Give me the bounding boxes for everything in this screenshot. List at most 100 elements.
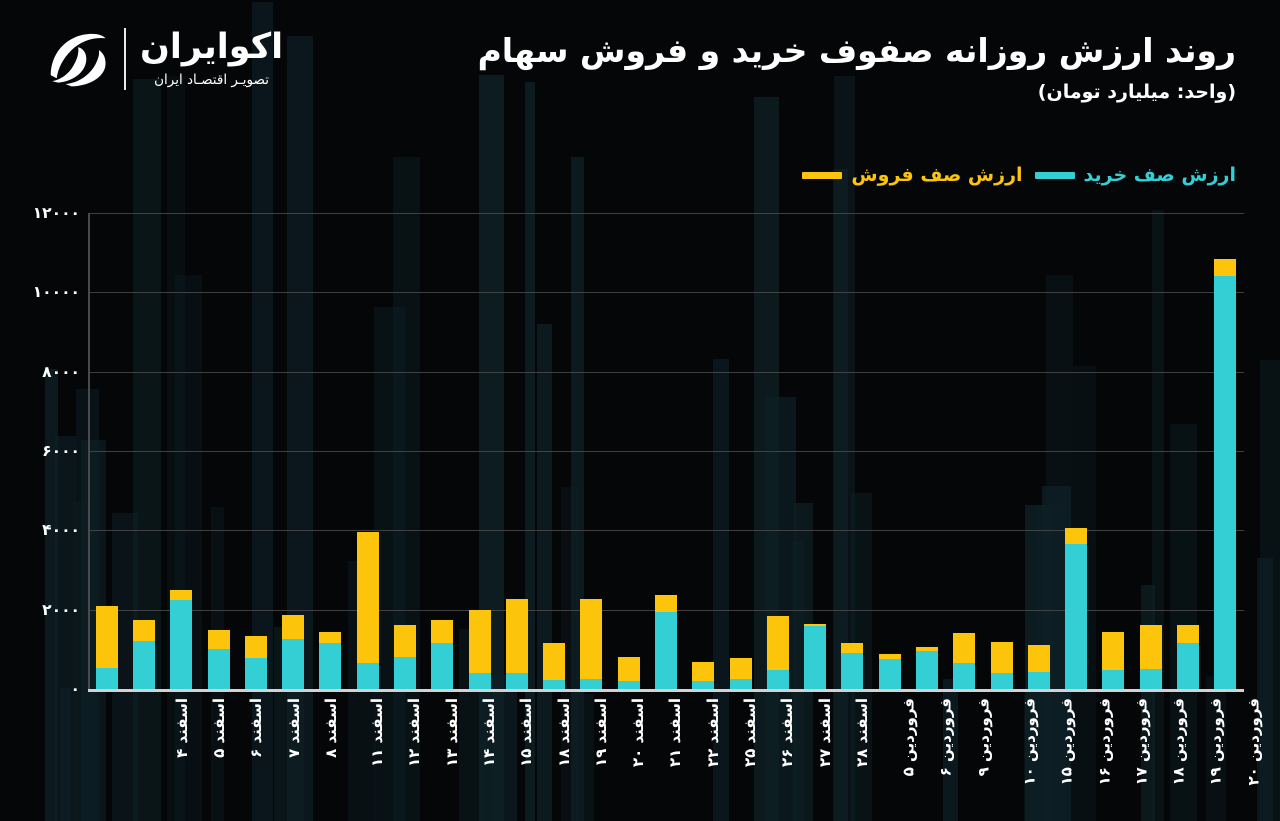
bar-column[interactable]	[1065, 213, 1088, 689]
bar-column[interactable]	[953, 213, 976, 689]
bar-column[interactable]	[393, 213, 416, 689]
legend-swatch-buy	[1034, 171, 1075, 179]
bar-column[interactable]	[356, 213, 379, 689]
x-axis-tick-label: اسفند ۶	[247, 698, 266, 758]
bar-column[interactable]	[617, 213, 640, 689]
bar-segment-buy	[319, 642, 342, 689]
bar-segment-buy	[617, 681, 640, 689]
y-axis-tick-label: ۴۰۰۰	[42, 521, 80, 540]
x-axis-tick-label: اسفند ۱۵	[517, 698, 536, 768]
header: اکوایران تصویـر اقتصـاد ایران روند ارزش …	[0, 0, 1280, 200]
bar-segment-sell	[617, 657, 640, 682]
bar-segment-buy	[282, 639, 305, 689]
bar-segment-buy	[1177, 643, 1200, 689]
x-axis-tick-label: اسفند ۸	[321, 698, 340, 758]
y-axis-labels: ۰ ۲۰۰۰ ۴۰۰۰ ۶۰۰۰ ۸۰۰۰ ۱۰۰۰۰ ۱۲۰۰۰	[8, 204, 82, 698]
x-axis-tick-label: فروردین ۱۵	[1057, 698, 1076, 786]
bar-segment-sell	[95, 605, 118, 669]
bar-column[interactable]	[170, 213, 193, 689]
legend-item-sell[interactable]: ارزش صف فروش	[802, 164, 1023, 186]
bar-column[interactable]	[1027, 213, 1050, 689]
bar-column[interactable]	[505, 213, 528, 689]
bar-segment-buy	[505, 673, 528, 689]
x-axis-tick-label: اسفند ۲۱	[666, 698, 685, 768]
bar-segment-sell	[468, 610, 491, 674]
bar-segment-sell	[1177, 625, 1200, 644]
bar-column[interactable]	[1177, 213, 1200, 689]
gridline	[88, 530, 1244, 532]
bar-column[interactable]	[1214, 213, 1237, 689]
y-axis-tick-label: ۱۲۰۰۰	[32, 204, 80, 222]
y-axis-tick-label: ۰	[70, 680, 80, 698]
bar-column[interactable]	[543, 213, 566, 689]
gridline	[88, 292, 1244, 294]
chart-legend: ارزش صف خرید ارزش صف فروش	[802, 164, 1236, 186]
bar-column[interactable]	[282, 213, 305, 689]
bar-segment-sell	[244, 636, 267, 658]
bar-column[interactable]	[655, 213, 677, 689]
bar-column[interactable]	[841, 213, 864, 689]
bar-segment-buy	[431, 642, 454, 689]
plot-area	[88, 213, 1244, 689]
chart-unit-subtitle: (واحد: میلیارد تومان)	[1037, 81, 1236, 104]
bar-segment-buy	[1102, 669, 1125, 689]
legend-swatch-sell	[802, 171, 843, 179]
x-axis-tick-label: اسفند ۱۲	[405, 698, 424, 768]
ecoiran-swoosh-logo-icon	[50, 33, 106, 87]
bar-segment-buy	[1065, 544, 1088, 689]
x-axis-tick-label: اسفند ۲۷	[815, 698, 834, 768]
bar-segment-sell	[841, 643, 864, 653]
bar-segment-sell	[766, 616, 789, 670]
bar-segment-buy	[990, 673, 1013, 689]
bar-column[interactable]	[132, 213, 155, 689]
x-axis-tick-label: اسفند ۲۶	[778, 698, 797, 768]
bar-column[interactable]	[580, 213, 603, 689]
bar-segment-sell	[207, 629, 230, 649]
y-axis-tick-label: ۲۰۰۰	[42, 600, 80, 619]
bar-segment-sell	[953, 633, 976, 663]
bar-column[interactable]	[207, 213, 230, 689]
bar-segment-sell	[1065, 528, 1088, 545]
x-axis-tick-label: اسفند ۱۹	[591, 698, 610, 768]
bar-column[interactable]	[1139, 213, 1162, 689]
bar-segment-buy	[244, 657, 267, 689]
x-axis-tick-label: اسفند ۱۳	[442, 698, 461, 768]
bar-segment-sell	[878, 653, 901, 659]
bar-segment-sell	[1027, 645, 1050, 672]
bar-segment-buy	[207, 648, 230, 689]
bar-segment-sell	[282, 614, 305, 640]
x-axis-tick-label: اسفند ۱۴	[479, 698, 498, 768]
bar-segment-sell	[692, 662, 715, 681]
bar-column[interactable]	[729, 213, 752, 689]
logo-divider	[124, 28, 126, 90]
legend-item-buy[interactable]: ارزش صف خرید	[1034, 164, 1236, 186]
brand-logo-block: اکوایران تصویـر اقتصـاد ایران	[36, 22, 283, 96]
y-axis-tick-label: ۶۰۰۰	[42, 442, 80, 460]
bar-column[interactable]	[244, 213, 267, 689]
bar-column[interactable]	[319, 213, 342, 689]
bar-column[interactable]	[431, 213, 454, 689]
bar-segment-buy	[1027, 671, 1050, 689]
bar-segment-buy	[132, 640, 155, 689]
bar-column[interactable]	[692, 213, 715, 689]
bar-column[interactable]	[990, 213, 1013, 689]
bar-column[interactable]	[878, 213, 901, 689]
bar-column[interactable]	[468, 213, 491, 689]
bar-segment-buy	[878, 658, 901, 689]
bar-segment-buy	[804, 625, 827, 689]
x-axis-tick-label: فروردین ۲۰	[1244, 698, 1263, 786]
bar-column[interactable]	[95, 213, 118, 689]
bar-column[interactable]	[916, 213, 939, 689]
bar-segment-buy	[580, 679, 603, 689]
bar-segment-sell	[804, 623, 827, 626]
x-axis-tick-label: اسفند ۲۵	[741, 698, 760, 768]
x-axis-tick-label: اسفند ۵	[209, 698, 228, 758]
x-axis-tick-label: فروردین ۱۷	[1132, 698, 1151, 786]
bar-segment-sell	[729, 658, 752, 680]
brand-name: اکوایران	[140, 27, 284, 68]
bar-column[interactable]	[804, 213, 827, 689]
bar-column[interactable]	[1102, 213, 1125, 689]
bar-column[interactable]	[766, 213, 789, 689]
bar-segment-buy	[170, 599, 193, 689]
bar-segment-sell	[543, 643, 566, 680]
